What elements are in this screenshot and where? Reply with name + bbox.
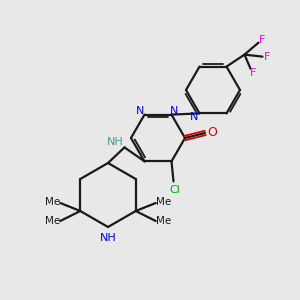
Text: F: F (259, 34, 266, 45)
Text: Me: Me (45, 216, 60, 226)
Text: NH: NH (100, 233, 116, 243)
Text: F: F (250, 68, 257, 78)
Text: F: F (264, 52, 271, 61)
Text: Me: Me (156, 216, 171, 226)
Text: N: N (170, 106, 179, 116)
Text: NH: NH (107, 137, 124, 147)
Text: Me: Me (156, 197, 171, 207)
Text: O: O (207, 125, 217, 139)
Text: Cl: Cl (169, 185, 180, 195)
Text: Me: Me (45, 197, 60, 207)
Text: N: N (190, 112, 199, 122)
Text: N: N (136, 106, 145, 116)
